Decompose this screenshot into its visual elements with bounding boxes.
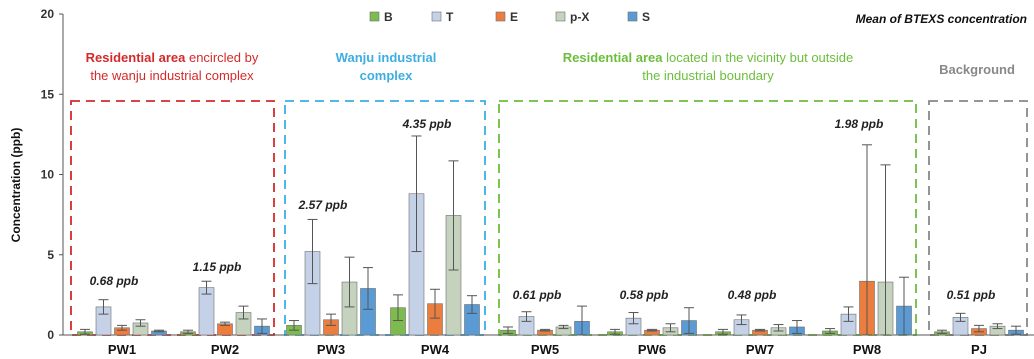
region-label-bold: Residential area [86, 50, 186, 65]
error-bars [80, 135, 1021, 336]
y-ticks: 0 5 10 15 20 [41, 7, 63, 342]
legend-label: B [384, 10, 393, 24]
region-label: Residential area encircled by [86, 50, 259, 65]
x-tick-label: PW6 [638, 342, 666, 357]
x-tick-label: PW7 [746, 342, 774, 357]
legend-swatch-t [431, 11, 442, 22]
legend-swatch-e [495, 11, 506, 22]
region-label-rest: encircled by [185, 50, 258, 65]
region-label-line2: complex [360, 68, 414, 83]
mean-labels: 0.68 ppb 1.15 ppb 2.57 ppb 4.35 ppb 0.61 ppb… [90, 117, 996, 302]
mean-label: 1.98 ppb [835, 117, 884, 131]
legend-label: p-X [570, 10, 589, 24]
legend-label: T [446, 10, 454, 24]
mean-label: 0.51 ppb [947, 288, 996, 302]
legend-swatch-px [555, 11, 566, 22]
x-tick-label: PW3 [317, 342, 345, 357]
region-label-line2: the industrial boundary [642, 68, 774, 83]
x-tick-label: PJ [971, 342, 987, 357]
chart-title: Mean of BTEXS concentration [856, 12, 1027, 26]
mean-label: 2.57 ppb [298, 198, 348, 212]
legend-swatch-s [627, 11, 638, 22]
mean-label: 0.48 ppb [728, 288, 777, 302]
mean-label: 4.35 ppb [402, 117, 452, 131]
legend-swatch-b [369, 11, 380, 22]
x-tick-label: PW4 [421, 342, 450, 357]
y-tick-label: 10 [41, 168, 55, 182]
x-tick-label: PW8 [853, 342, 881, 357]
region-label: Wanju industrial [336, 50, 437, 65]
region-box [70, 100, 275, 336]
x-tick-labels: PW1 PW2 PW3 PW4 PW5 PW6 PW7 PW8 PJ [108, 342, 987, 357]
mean-label: 1.15 ppb [193, 260, 242, 274]
bar-t-pw2 [198, 287, 215, 336]
mean-label: 0.68 ppb [90, 274, 139, 288]
y-axis-label: Concentration (ppb) [9, 128, 23, 243]
x-tick-label: PW5 [531, 342, 559, 357]
region-label: Background [939, 62, 1015, 77]
y-tick-label: 5 [47, 248, 54, 262]
region-label-line2: the wanju industrial complex [90, 68, 254, 83]
y-tick-label: 0 [47, 328, 54, 342]
y-tick-label: 20 [41, 7, 55, 21]
mean-label: 0.61 ppb [513, 288, 562, 302]
legend-label: S [642, 10, 650, 24]
y-tick-label: 15 [41, 87, 55, 101]
x-tick-label: PW1 [108, 342, 136, 357]
mean-label: 0.58 ppb [620, 288, 669, 302]
region-label: Residential area located in the vicinity… [563, 50, 854, 65]
region-label-rest: located in the vicinity but outside [662, 50, 853, 65]
region-box [498, 100, 917, 336]
x-tick-label: PW2 [211, 342, 239, 357]
legend-label: E [510, 10, 518, 24]
region-boxes: Residential area encircled by the wanju i… [70, 50, 1028, 336]
region-label-bold: Residential area [563, 50, 663, 65]
